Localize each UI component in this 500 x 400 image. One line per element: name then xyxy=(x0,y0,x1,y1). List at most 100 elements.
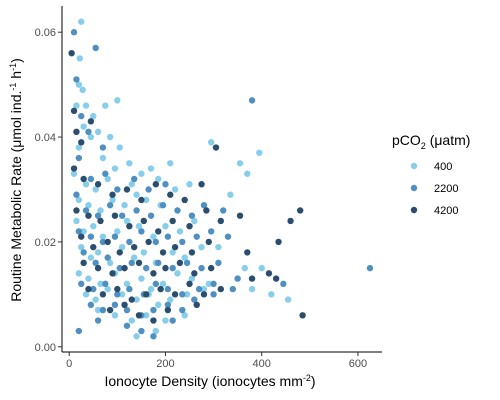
data-point-4200 xyxy=(203,207,210,214)
data-point-2200 xyxy=(126,238,133,246)
data-point-2200 xyxy=(234,275,241,282)
y-tick-label: 0.06 xyxy=(35,27,56,39)
data-point-2200 xyxy=(94,317,102,324)
legend-label-4200: 4200 xyxy=(434,205,458,217)
data-point-4200 xyxy=(244,249,251,256)
data-point-400 xyxy=(94,128,102,136)
data-point-400 xyxy=(78,18,85,25)
data-point-2200 xyxy=(169,317,176,324)
data-point-2200 xyxy=(193,233,200,240)
legend-key-2200 xyxy=(410,184,418,192)
data-point-400 xyxy=(135,222,143,230)
data-point-400 xyxy=(162,222,169,230)
data-point-2200 xyxy=(114,291,121,298)
data-point-400 xyxy=(114,97,121,104)
data-point-4200 xyxy=(109,191,116,198)
data-point-400 xyxy=(147,285,155,293)
data-point-2200 xyxy=(164,285,172,293)
data-point-2200 xyxy=(164,233,172,240)
data-point-400 xyxy=(155,175,162,183)
data-point-4200 xyxy=(162,264,169,272)
data-point-2200 xyxy=(82,207,90,214)
data-point-400 xyxy=(183,291,191,298)
data-point-2200 xyxy=(99,238,107,246)
data-point-2200 xyxy=(114,186,121,193)
data-point-2200 xyxy=(123,306,131,314)
data-point-400 xyxy=(140,249,148,256)
data-point-400 xyxy=(109,196,116,204)
data-point-4200 xyxy=(265,270,273,277)
data-point-400 xyxy=(85,275,92,282)
data-point-2200 xyxy=(207,228,215,235)
data-point-4200 xyxy=(104,238,111,246)
data-point-400 xyxy=(111,165,119,172)
data-point-400 xyxy=(186,181,193,188)
data-point-4200 xyxy=(155,228,162,235)
data-point-4200 xyxy=(164,306,172,314)
data-point-2200 xyxy=(138,327,145,335)
data-point-400 xyxy=(248,285,256,293)
legend: pCO2 (μatm) 400 2200 4200 xyxy=(392,132,470,217)
data-point-2200 xyxy=(73,76,80,83)
data-point-400 xyxy=(130,254,138,261)
data-point-400 xyxy=(147,165,155,172)
data-point-2200 xyxy=(210,291,217,298)
data-point-400 xyxy=(143,312,150,319)
data-point-400 xyxy=(236,160,244,167)
data-point-2200 xyxy=(130,175,138,183)
data-point-2200 xyxy=(104,254,111,261)
data-point-400 xyxy=(128,317,135,324)
data-point-2200 xyxy=(87,233,95,240)
data-point-400 xyxy=(205,280,212,288)
data-point-4200 xyxy=(193,301,200,309)
data-point-400 xyxy=(128,181,135,188)
data-point-4200 xyxy=(217,285,224,293)
data-point-400 xyxy=(104,285,111,293)
data-point-400 xyxy=(169,249,176,256)
data-point-4200 xyxy=(150,270,157,277)
data-point-400 xyxy=(126,160,133,167)
data-point-4200 xyxy=(73,207,80,214)
data-point-4200 xyxy=(116,249,123,256)
data-point-4200 xyxy=(80,259,87,267)
data-point-400 xyxy=(114,228,121,235)
data-point-4200 xyxy=(97,217,104,225)
data-point-4200 xyxy=(73,128,80,136)
data-point-400 xyxy=(97,280,104,288)
data-point-2200 xyxy=(126,285,133,293)
data-point-2200 xyxy=(220,207,227,214)
data-point-2200 xyxy=(179,238,186,246)
data-point-400 xyxy=(99,233,107,240)
data-point-4200 xyxy=(87,118,95,125)
data-point-2200 xyxy=(183,259,191,267)
data-point-2200 xyxy=(85,128,92,136)
data-point-4200 xyxy=(205,238,212,246)
data-point-400 xyxy=(85,202,92,209)
data-point-2200 xyxy=(94,212,102,219)
x-axis-title: Ionocyte Density (ionocytes mm-2) xyxy=(104,373,315,389)
data-point-4200 xyxy=(114,285,121,293)
data-point-400 xyxy=(92,296,99,303)
data-point-2200 xyxy=(128,259,135,267)
data-point-4200 xyxy=(109,270,116,277)
data-point-400 xyxy=(75,81,83,88)
data-point-400 xyxy=(87,254,95,261)
data-point-400 xyxy=(73,102,80,109)
data-point-400 xyxy=(82,102,90,109)
data-point-400 xyxy=(200,285,208,293)
data-point-400 xyxy=(133,296,140,303)
data-point-400 xyxy=(102,102,109,109)
data-point-2200 xyxy=(111,233,119,240)
data-point-400 xyxy=(79,86,86,94)
legend-key-4200 xyxy=(410,206,418,214)
data-point-400 xyxy=(191,217,198,225)
data-point-4200 xyxy=(169,217,176,225)
data-point-4200 xyxy=(198,181,205,188)
data-point-4200 xyxy=(236,212,244,219)
x-tick-label: 600 xyxy=(349,358,367,370)
data-point-4200 xyxy=(135,312,143,319)
data-point-2200 xyxy=(188,212,196,219)
data-point-4200 xyxy=(176,259,184,267)
data-point-400 xyxy=(244,170,251,177)
data-point-4200 xyxy=(272,275,280,282)
